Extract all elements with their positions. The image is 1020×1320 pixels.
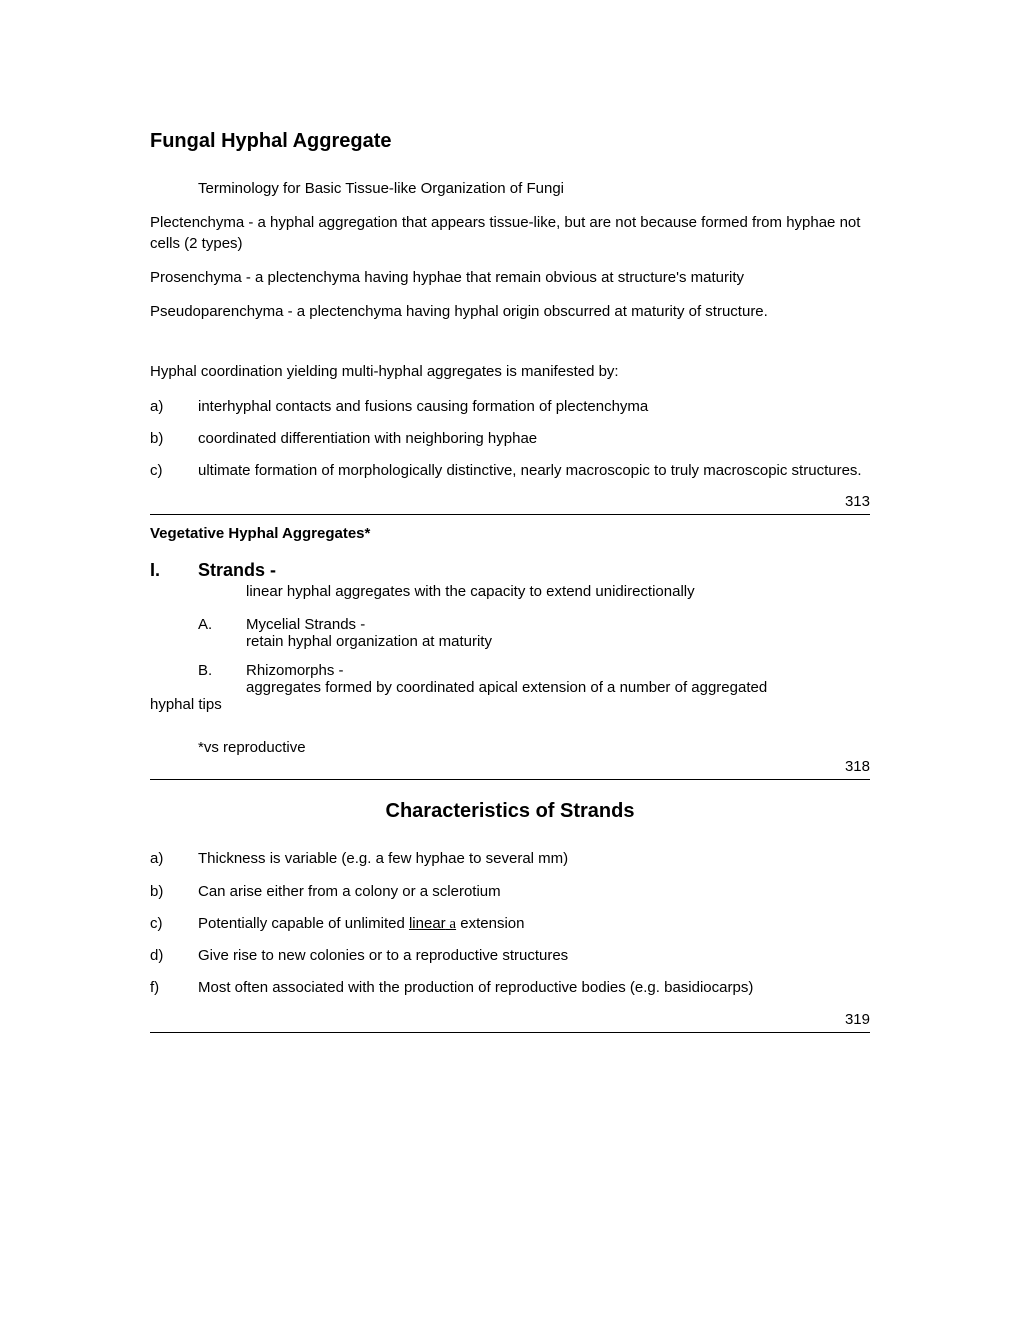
char-item-b: b) Can arise either from a colony or a s… [150,882,870,902]
strands-sub-b-desc: aggregates formed by coordinated apical … [246,679,870,696]
def-plectenchyma: Plectenchyma - a hyphal aggregation that… [150,213,870,254]
divider [150,514,870,515]
strands-desc: linear hyphal aggregates with the capaci… [246,583,870,600]
coord-text-b: coordinated differentiation with neighbo… [198,429,870,449]
document-page: Fungal Hyphal Aggregate Terminology for … [0,0,1020,1320]
char-c-underline-2: a [446,916,456,932]
strands-sub-b-label: B. [198,662,246,679]
def-pseudoparenchyma: Pseudoparenchyma - a plectenchyma having… [150,302,870,322]
char-c-post: extension [456,915,524,932]
page-number-313: 313 [150,493,870,510]
strands-sub-a-label: A. [198,616,246,633]
char-text-d: Give rise to new colonies or to a reprod… [198,946,870,966]
coord-label-b: b) [150,429,198,449]
char-label-b: b) [150,882,198,902]
char-text-c: Potentially capable of unlimited linear … [198,914,870,934]
char-c-pre: Potentially capable of unlimited [198,915,409,932]
char-item-d: d) Give rise to new colonies or to a rep… [150,946,870,966]
strands-sub-a: A. Mycelial Strands - [198,616,870,633]
char-text-a: Thickness is variable (e.g. a few hyphae… [198,849,870,869]
page-number-318: 318 [150,758,870,775]
page-number-319: 319 [150,1011,870,1028]
strands-sub-b-title: Rhizomorphs - [246,662,344,679]
subtitle: Terminology for Basic Tissue-like Organi… [198,179,870,199]
strands-sub-a-desc: retain hyphal organization at maturity [246,633,870,650]
char-text-b: Can arise either from a colony or a scle… [198,882,870,902]
char-item-f: f) Most often associated with the produc… [150,978,870,998]
page-title: Fungal Hyphal Aggregate [150,130,870,153]
char-c-underline-1: linear [409,915,446,932]
coord-text-a: interhyphal contacts and fusions causing… [198,397,870,417]
char-label-a: a) [150,849,198,869]
characteristics-heading: Characteristics of Strands [150,800,870,823]
strands-sub-b-cont: hyphal tips [150,696,870,713]
coord-item-a: a) interhyphal contacts and fusions caus… [150,397,870,417]
char-label-c: c) [150,914,198,934]
strands-sub-b: B. Rhizomorphs - [198,662,870,679]
divider [150,1032,870,1033]
coord-item-c: c) ultimate formation of morphologically… [150,461,870,481]
strands-heading-row: I. Strands - [150,560,870,581]
char-label-f: f) [150,978,198,998]
def-prosenchyma: Prosenchyma - a plectenchyma having hyph… [150,268,870,288]
coord-label-a: a) [150,397,198,417]
divider [150,779,870,780]
coord-intro: Hyphal coordination yielding multi-hypha… [150,362,870,382]
footnote: *vs reproductive [198,739,870,756]
char-label-d: d) [150,946,198,966]
strands-sub-a-title: Mycelial Strands - [246,616,365,633]
strands-title: Strands - [198,560,276,581]
coord-item-b: b) coordinated differentiation with neig… [150,429,870,449]
char-item-a: a) Thickness is variable (e.g. a few hyp… [150,849,870,869]
char-text-f: Most often associated with the productio… [198,978,870,998]
char-item-c: c) Potentially capable of unlimited line… [150,914,870,934]
coord-text-c: ultimate formation of morphologically di… [198,461,870,481]
vegetative-heading: Vegetative Hyphal Aggregates* [150,525,870,542]
coord-label-c: c) [150,461,198,481]
strands-number: I. [150,560,198,581]
